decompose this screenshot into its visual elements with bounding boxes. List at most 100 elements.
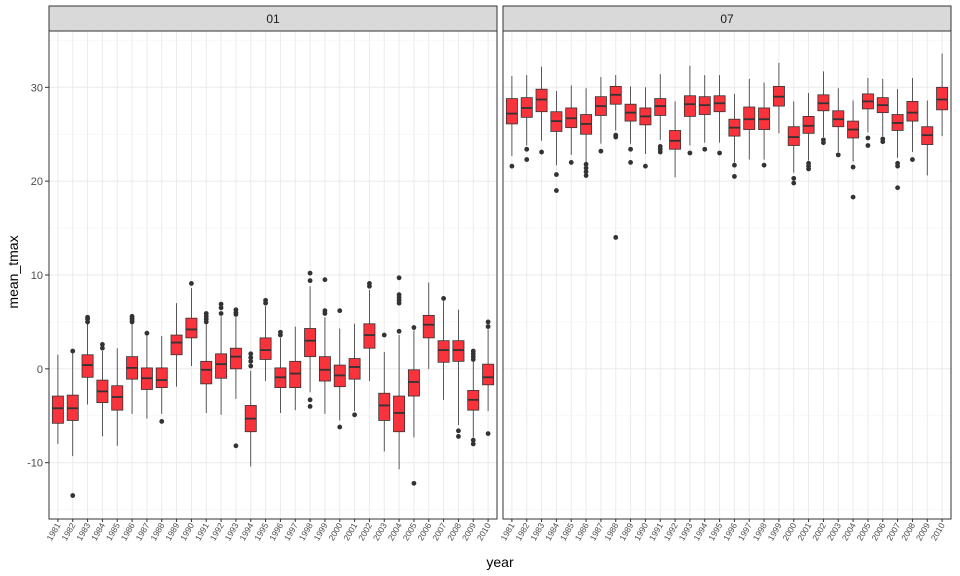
box-body <box>669 130 682 150</box>
box-body <box>452 340 465 362</box>
outlier-point <box>554 172 559 177</box>
box-07-1991 <box>654 74 667 155</box>
outlier-point <box>732 174 737 179</box>
box-07-2002 <box>817 71 830 146</box>
outlier-point <box>100 345 105 351</box>
box-07-1989 <box>624 86 637 165</box>
box-07-1996 <box>728 93 741 179</box>
box-body <box>743 106 756 130</box>
box-01-1983 <box>81 314 94 405</box>
outlier-point <box>337 424 343 430</box>
box-01-2001 <box>348 323 361 418</box>
box-body <box>654 98 667 116</box>
y-tick-label: 20 <box>31 176 43 188</box>
box-07-1999 <box>772 62 785 134</box>
box-body <box>378 392 391 421</box>
outlier-point <box>865 143 871 148</box>
box-body <box>505 98 518 125</box>
outlier-point <box>643 163 648 169</box>
outlier-point <box>470 441 476 447</box>
box-body <box>422 314 435 339</box>
box-body <box>802 116 815 134</box>
box-body <box>437 340 450 363</box>
outlier-point <box>657 144 663 149</box>
box-01-2006 <box>422 282 435 369</box>
box-body <box>363 323 376 349</box>
outlier-point <box>263 297 268 303</box>
box-07-1985 <box>565 85 578 165</box>
outlier-point <box>628 159 633 165</box>
outlier-point <box>509 163 515 169</box>
outlier-point <box>456 428 461 434</box>
outlier-point <box>910 157 915 162</box>
box-01-1993 <box>229 307 242 449</box>
box-body <box>185 317 198 339</box>
box-body <box>51 395 64 424</box>
outlier-point <box>203 311 209 316</box>
outlier-point <box>613 235 619 240</box>
outlier-point <box>880 136 886 142</box>
box-body <box>407 369 420 397</box>
box-body <box>318 356 331 382</box>
box-07-2009 <box>921 100 934 176</box>
box-07-2004 <box>847 100 860 200</box>
outlier-point <box>583 161 589 167</box>
y-tick-label: 30 <box>31 82 43 94</box>
outlier-point <box>218 311 224 316</box>
outlier-point <box>485 319 491 325</box>
outlier-point <box>761 162 767 168</box>
box-07-2005 <box>861 77 874 148</box>
outlier-point <box>159 419 165 424</box>
box-07-2003 <box>832 88 845 158</box>
box-body <box>259 337 272 360</box>
box-body <box>393 395 406 433</box>
box-07-2001 <box>802 92 815 172</box>
box-01-2000 <box>333 308 346 430</box>
facet-strip <box>502 5 952 32</box>
box-07-1982 <box>520 75 533 162</box>
panel-border <box>502 30 952 520</box>
outlier-point <box>218 301 224 307</box>
x-axis-title: year <box>486 554 514 570</box>
outlier-point <box>278 329 283 335</box>
box-01-2008 <box>452 309 465 439</box>
outlier-point <box>613 132 619 138</box>
box-body <box>111 385 124 411</box>
box-07-1987 <box>594 76 607 154</box>
outlier-point <box>598 148 604 154</box>
outlier-point <box>470 348 476 354</box>
box-body <box>155 367 168 389</box>
outlier-point <box>568 159 574 165</box>
box-07-1998 <box>758 82 771 168</box>
box-01-1984 <box>96 342 109 437</box>
box-01-1997 <box>289 326 302 411</box>
box-07-1992 <box>669 101 682 178</box>
outlier-point <box>485 431 491 436</box>
outlier-point <box>835 152 841 158</box>
box-01-2009 <box>467 348 480 447</box>
outlier-point <box>791 180 797 186</box>
box-07-1983 <box>535 66 548 155</box>
box-07-2006 <box>876 78 889 145</box>
outlier-point <box>524 146 530 152</box>
box-07-1993 <box>683 65 696 156</box>
facet-strip-label: 01 <box>266 12 280 26</box>
outlier-point <box>307 278 313 284</box>
box-07-1981 <box>505 76 518 169</box>
box-body <box>348 358 361 380</box>
outlier-point <box>307 397 313 403</box>
outlier-point <box>322 308 328 314</box>
box-01-2010 <box>482 319 495 436</box>
box-07-1995 <box>713 75 726 156</box>
box-body <box>215 353 228 379</box>
outlier-point <box>189 281 194 286</box>
outlier-point <box>821 137 826 143</box>
box-07-1994 <box>698 75 711 152</box>
outlier-point <box>248 351 254 357</box>
box-body <box>906 100 919 122</box>
outlier-point <box>396 275 402 281</box>
box-body <box>936 86 949 111</box>
y-axis-title: mean_tmax <box>5 235 21 308</box>
